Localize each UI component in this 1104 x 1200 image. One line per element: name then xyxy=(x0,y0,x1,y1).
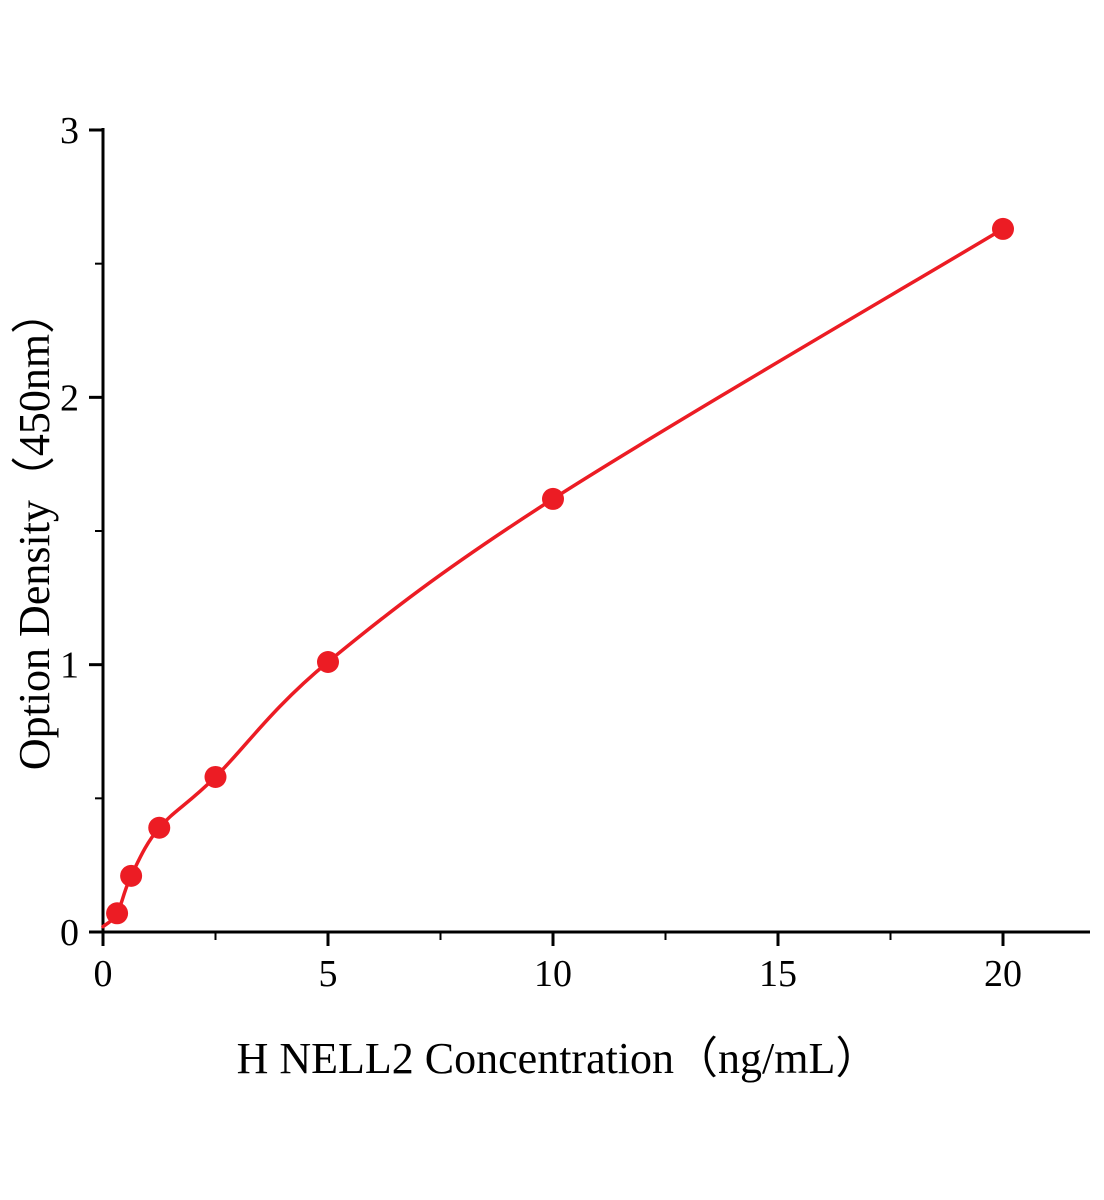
y-axis-label: Option Density（450nm） xyxy=(10,289,59,771)
fit-curve xyxy=(101,227,1005,929)
y-tick-label: 3 xyxy=(60,110,79,152)
data-point xyxy=(148,816,171,839)
x-tick-label: 20 xyxy=(984,953,1022,995)
data-point xyxy=(106,902,129,925)
data-point xyxy=(992,217,1014,240)
x-tick-label: 10 xyxy=(534,953,572,995)
x-axis-label: H NELL2 Concentration（ng/mL） xyxy=(236,1034,880,1083)
y-tick-label: 1 xyxy=(60,645,79,687)
data-point xyxy=(120,864,143,887)
x-tick-label: 15 xyxy=(759,953,797,995)
data-point xyxy=(542,487,564,510)
y-tick-label: 2 xyxy=(60,377,79,419)
y-tick-label: 0 xyxy=(60,912,79,954)
data-point xyxy=(204,765,227,788)
data-point xyxy=(317,650,339,673)
x-tick-label: 5 xyxy=(319,953,338,995)
x-tick-label: 0 xyxy=(94,953,113,995)
